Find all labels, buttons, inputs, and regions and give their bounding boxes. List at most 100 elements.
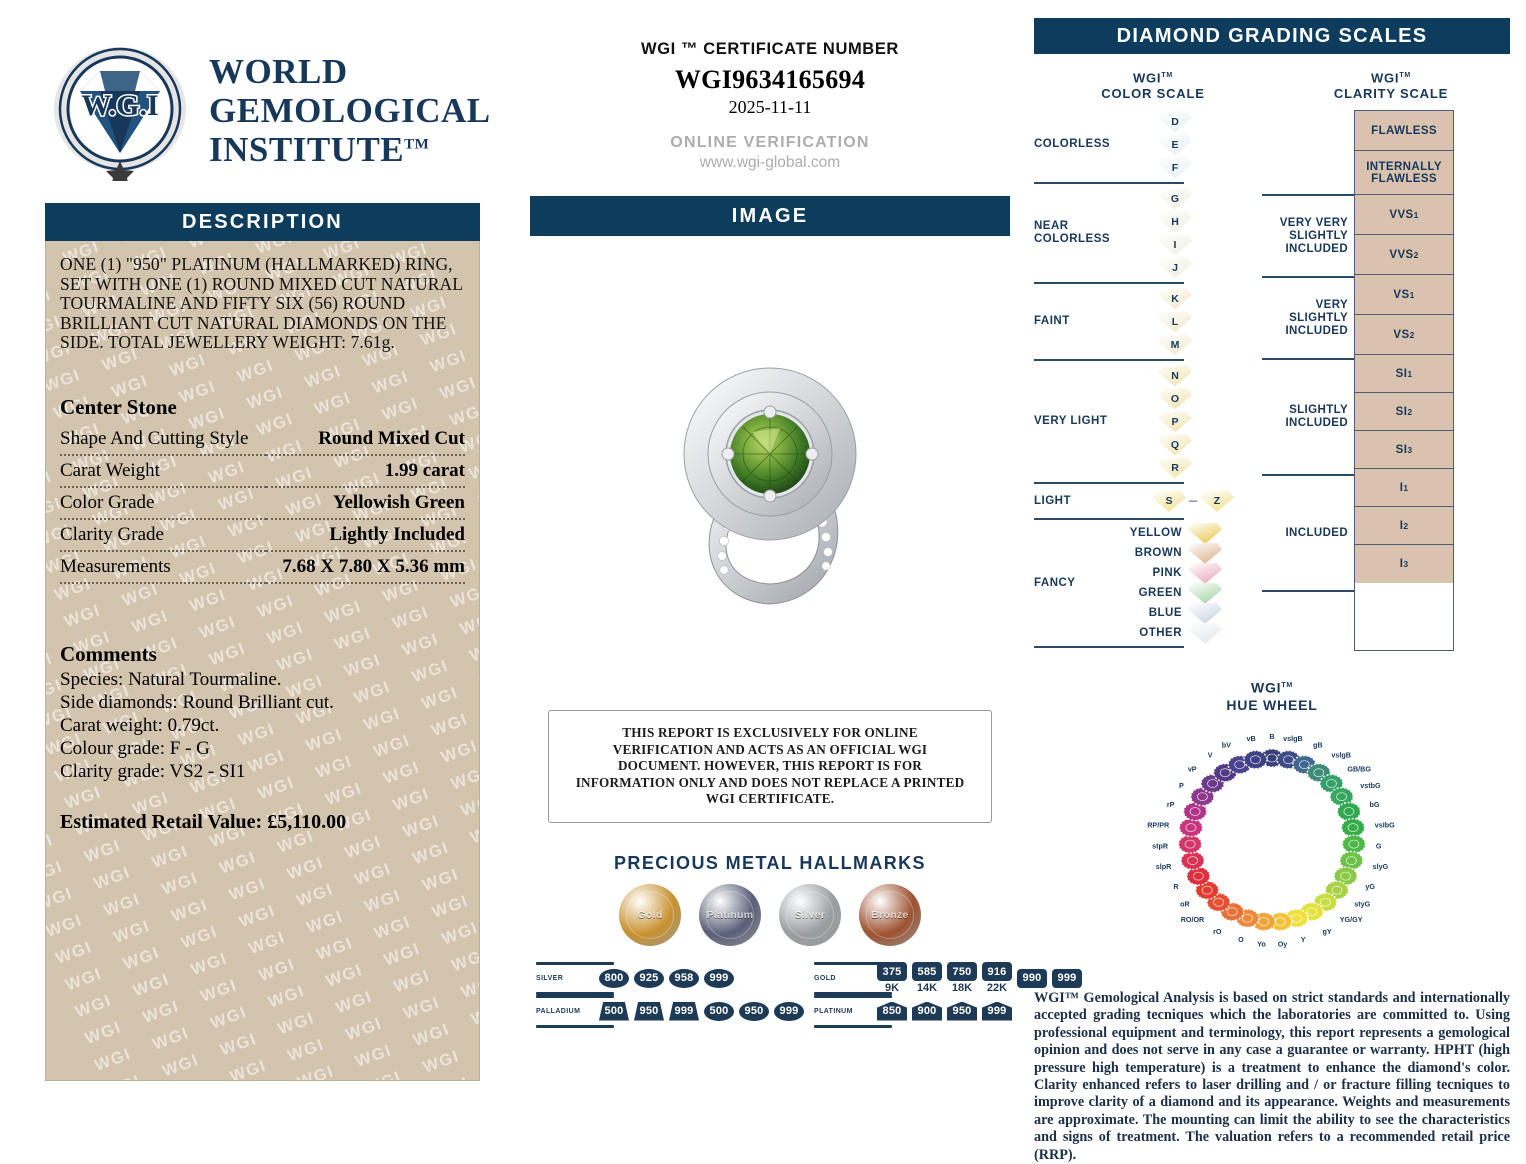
hue-stone: Oy	[1268, 911, 1293, 948]
fancy-color-name: BROWN	[1134, 547, 1182, 560]
hallmark-mark: 990	[1017, 968, 1047, 988]
center-stone-row: Clarity Grade Lightly Included	[60, 518, 465, 552]
hallmark-rule	[536, 961, 614, 965]
fancy-color-row: PINK	[1090, 562, 1222, 584]
brand-title: WORLD GEMOLOGICAL INSTITUTETM	[209, 52, 491, 170]
hue-stone: vsIbG	[1340, 817, 1395, 838]
hallmark-mark: 950	[739, 1001, 769, 1021]
hue-stone-label: rO	[1213, 927, 1222, 936]
hue-stone-label: V	[1208, 751, 1213, 760]
fancy-label: FANCY	[1034, 576, 1076, 589]
clarity-group-label: INCLUDED	[1285, 526, 1349, 539]
description-header: DESCRIPTION	[45, 203, 480, 241]
fancy-color-name: GREEN	[1138, 587, 1182, 600]
center-stone-label: Shape And Cutting Style	[60, 423, 266, 456]
hue-stone: rO	[1213, 901, 1245, 936]
comment-line: Carat weight: 0.79ct.	[60, 714, 220, 736]
medal-label: Platinum	[706, 908, 754, 921]
brand-line-1: WORLD	[209, 51, 348, 91]
center-stone-row: Color Grade Yellowish Green	[60, 486, 465, 520]
clarity-left-spacer	[1262, 110, 1354, 194]
clarity-cell: SI 2	[1355, 393, 1454, 432]
hallmark-mark: 500	[599, 1001, 629, 1021]
clarity-group-label: SLIGHTLY INCLUDED	[1285, 404, 1349, 430]
center-stone-label: Clarity Grade	[60, 518, 266, 552]
color-grade-diamond-icon: J	[1158, 257, 1192, 279]
color-grade-diamond-icon: D	[1158, 111, 1192, 133]
fancy-diamond-icon	[1188, 622, 1222, 644]
hallmark-medal-silver: Silver	[779, 883, 841, 946]
hue-stone-label: YG/GY	[1340, 915, 1363, 924]
color-group-rule	[1034, 282, 1184, 285]
hallmark-mark: 585	[912, 962, 942, 981]
hallmark-mark: 925	[634, 968, 664, 988]
certificate-number-label: WGI ™ CERTIFICATE NUMBER	[641, 40, 899, 58]
hue-stone-label: slpR	[1156, 862, 1172, 871]
color-grade-diamond-icon: G	[1158, 188, 1192, 210]
hue-stone-label: styG	[1354, 900, 1370, 909]
clarity-cell: SI 3	[1355, 431, 1454, 470]
hue-stone-label: stpR	[1152, 841, 1169, 850]
clarity-group-label: VERY VERY SLIGHTLY INCLUDED	[1279, 216, 1349, 255]
hue-stone-label: vstbG	[1360, 781, 1381, 790]
center-stone-heading: Center Stone	[60, 394, 177, 419]
hue-stone: vB	[1243, 734, 1268, 770]
color-group-row: COLORLESS D E F	[1034, 110, 1262, 179]
hue-stone-label: Yo	[1257, 939, 1266, 948]
hallmark-karat: 14K	[916, 982, 938, 994]
ring-image-svg	[683, 367, 857, 605]
color-grade-diamond-icon: I	[1158, 234, 1192, 256]
comments-heading: Comments	[60, 641, 157, 666]
hallmark-mark: 950	[947, 1001, 977, 1021]
hallmark-mark: 900	[912, 1001, 942, 1021]
hue-stone-label: rP	[1167, 800, 1175, 809]
center-stone-row: Shape And Cutting Style Round Mixed Cut	[60, 423, 465, 456]
color-scale: COLORLESS D E F NEAR COLORLESS G H I J FAINT K L M VER…	[1034, 110, 1262, 651]
hallmark-rule	[536, 994, 614, 998]
hallmark-group-name: GOLD	[814, 974, 836, 982]
color-group-rule	[1034, 182, 1184, 185]
hue-stone-label: gB	[1313, 740, 1323, 749]
clarity-scale: VERY VERY SLIGHTLY INCLUDED VERY SLIGHTLY INC…	[1262, 110, 1510, 652]
fancy-color-name: PINK	[1152, 567, 1182, 580]
hallmark-rule	[536, 991, 614, 995]
hue-stone-label: vslgB	[1283, 734, 1303, 743]
clarity-cell: FLAWLESS	[1355, 111, 1454, 152]
hue-stone-label: bV	[1222, 740, 1231, 749]
fancy-diamond-icon	[1188, 602, 1222, 624]
clarity-group-label: VERY SLIGHTLY INCLUDED	[1285, 298, 1349, 337]
estimated-retail-value: Estimated Retail Value: £5,110.00	[60, 810, 347, 833]
hallmark-rule	[814, 991, 892, 995]
center-stone-value: 7.68 X 7.80 X 5.36 mm	[265, 550, 465, 584]
hue-stone: P	[1179, 781, 1215, 807]
hallmark-medal-gold: Gold	[619, 883, 681, 946]
comment-line: Colour grade: F - G	[60, 737, 210, 759]
center-stone-label: Color Grade	[60, 486, 266, 520]
center-stone-value: Yellowish Green	[265, 486, 465, 520]
fancy-color-name: OTHER	[1139, 627, 1182, 640]
hallmarks-title: PRECIOUS METAL HALLMARKS	[614, 852, 926, 873]
color-grade-diamond-icon: Z	[1200, 490, 1234, 512]
fancy-diamond-icon	[1188, 522, 1222, 544]
hue-stone: R	[1173, 866, 1211, 891]
hallmark-rule	[814, 994, 892, 998]
comment-line: Clarity grade: VS2 - SI1	[60, 760, 246, 782]
hallmark-karat: 18K	[951, 982, 973, 994]
color-group-rule	[1034, 359, 1184, 362]
right-column: DIAMOND GRADING SCALES WGITM COLOR SCALE …	[1020, 0, 1526, 1163]
left-column: W.G.I WORLD GEMOLOGICAL INSTITUTETM DESC…	[0, 0, 520, 1081]
hue-stone-label: G	[1376, 841, 1382, 850]
verification-url[interactable]: www.wgi-global.com	[699, 154, 841, 171]
hallmark-mark: 999	[704, 968, 734, 988]
comment-line: Species: Natural Tourmaline.	[60, 668, 282, 690]
comment-line: Side diamonds: Round Brilliant cut.	[60, 691, 334, 713]
color-grade-diamond-icon: Q	[1158, 434, 1192, 456]
fancy-rule-bottom	[1034, 646, 1184, 649]
hallmark-mark: 999	[982, 1001, 1012, 1021]
color-group-rule	[1034, 482, 1184, 485]
color-grade-diamond-icon: M	[1158, 334, 1192, 356]
hallmark-group-palladium: PALLADIUM 500 950 999 500 950 999	[536, 994, 804, 1028]
hue-stone-label: gY	[1322, 927, 1331, 936]
